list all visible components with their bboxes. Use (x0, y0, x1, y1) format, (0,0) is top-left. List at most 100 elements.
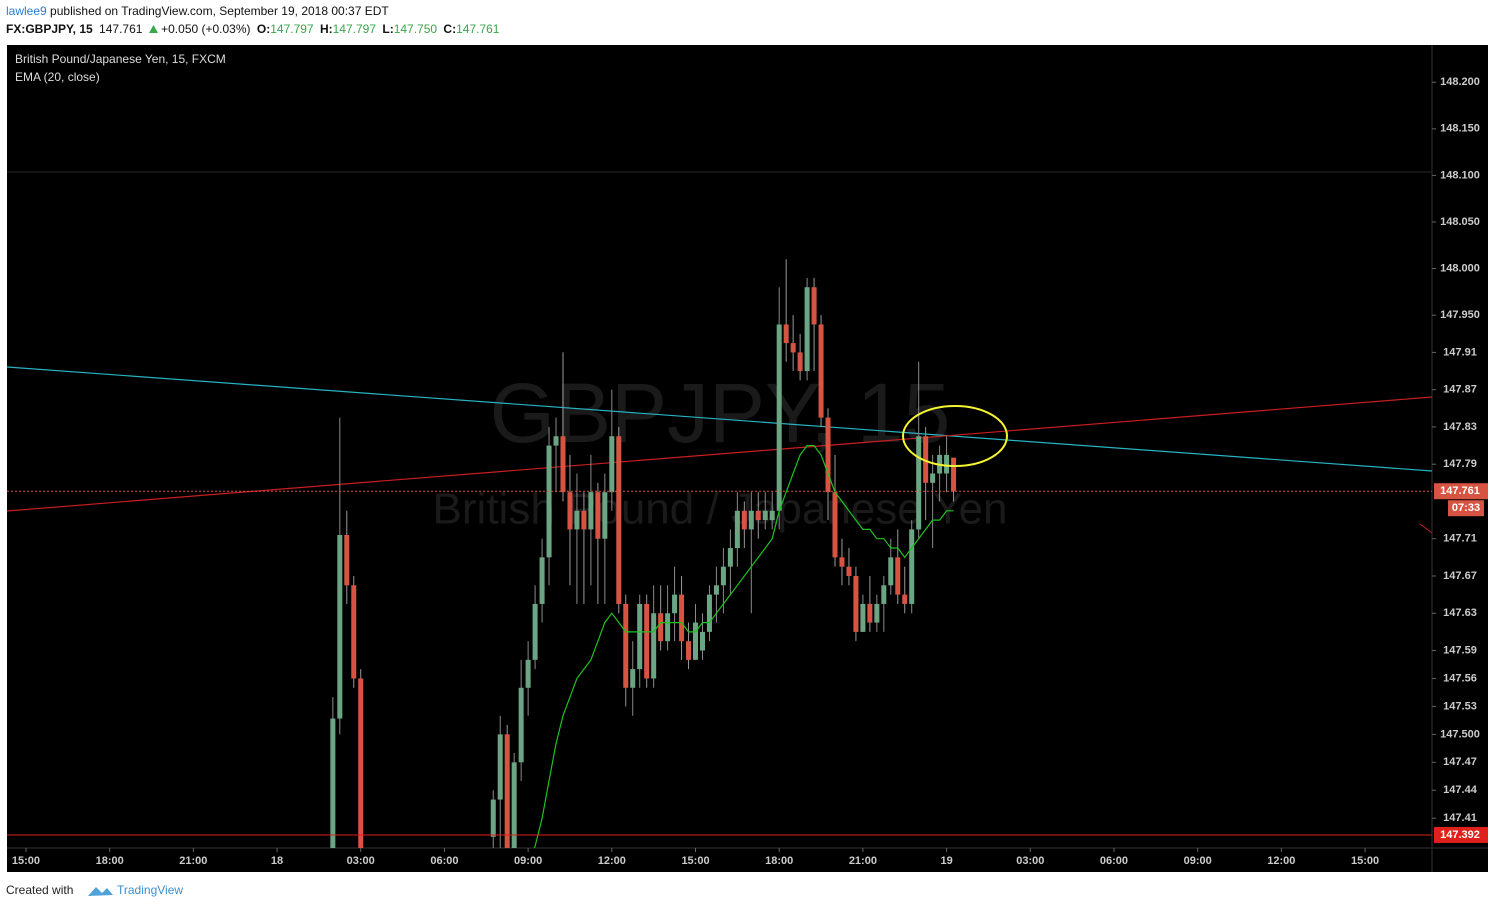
watermark-symbol: GBPJPY, 15 (490, 366, 951, 460)
candle-body (497, 734, 503, 800)
x-tick-label: 12:00 (1267, 855, 1295, 867)
y-tick-label: 148.150 (1440, 123, 1480, 135)
candle-body (811, 287, 817, 325)
ema-line (533, 445, 954, 848)
y-tick-label: 147.53 (1443, 700, 1477, 712)
publish-line: lawlee9 published on TradingView.com, Se… (6, 4, 392, 18)
candle-body (804, 287, 810, 372)
y-tick-label: 147.63 (1443, 607, 1477, 619)
trend-line (7, 366, 1432, 472)
candle-body (651, 613, 657, 679)
footer: Created with TradingView (6, 883, 183, 897)
logo-icon (88, 887, 113, 896)
candle-body (351, 585, 357, 679)
candle-body (888, 557, 894, 586)
low-label: L: (382, 22, 394, 36)
footer-brand[interactable]: TradingView (117, 883, 183, 897)
x-tick-label: 19 (940, 855, 952, 867)
x-tick-label: 09:00 (514, 855, 542, 867)
candle-body (658, 613, 664, 642)
candle-body (867, 603, 873, 623)
candle-body (902, 594, 908, 604)
candle-body (686, 641, 692, 660)
candle-body (588, 492, 594, 530)
x-tick-label: 06:00 (430, 855, 458, 867)
candle-body (909, 529, 915, 604)
symbol-line: FX:GBPJPY, 15 147.761 +0.050 (+0.03%) O:… (6, 22, 502, 36)
y-tick-label: 147.44 (1443, 784, 1478, 796)
candle-body (358, 678, 364, 848)
x-tick-label: 06:00 (1100, 855, 1128, 867)
candle-body (637, 603, 643, 670)
y-tick-label: 147.67 (1443, 570, 1477, 582)
x-tick-label: 21:00 (849, 855, 877, 867)
countdown-label: 07:33 (1452, 502, 1480, 514)
candle-body (567, 492, 573, 530)
candle-body (951, 457, 957, 492)
candle-body (818, 324, 824, 418)
candle-body (518, 687, 524, 763)
highlight-ellipse (902, 405, 1008, 467)
symbol: FX:GBPJPY, 15 (6, 22, 93, 36)
y-tick-label: 148.000 (1440, 262, 1480, 274)
candle-body (930, 473, 936, 483)
footer-text: Created with (6, 883, 73, 897)
x-tick-label: 03:00 (1016, 855, 1044, 867)
candle-body (755, 510, 761, 521)
y-tick-label: 147.500 (1440, 728, 1480, 740)
y-tick-label: 148.050 (1440, 216, 1480, 228)
candle-body (602, 492, 608, 539)
candle-body (762, 510, 768, 521)
candle-body (916, 436, 922, 530)
x-tick-label: 18:00 (765, 855, 793, 867)
candle-body (609, 436, 615, 493)
y-tick-label: 147.41 (1443, 812, 1477, 824)
x-tick-label: 21:00 (179, 855, 207, 867)
low-value: 147.750 (393, 22, 438, 36)
candle-body (874, 603, 880, 623)
candle-body (699, 631, 705, 651)
candle-body (504, 734, 510, 848)
candle-body (832, 492, 838, 558)
open-value: 147.797 (270, 22, 314, 36)
close-value: 147.761 (456, 22, 500, 36)
candle-body (679, 594, 685, 642)
candle-body (895, 557, 901, 595)
candle-body (560, 436, 566, 493)
trend-line (7, 396, 1432, 512)
y-tick-label: 147.71 (1443, 533, 1477, 545)
candle-body (330, 718, 336, 848)
candle-body (623, 603, 629, 688)
candle-body (644, 603, 650, 679)
open-label: O: (256, 22, 271, 36)
y-tick-label: 148.200 (1440, 76, 1480, 88)
candle-body (525, 659, 531, 688)
candle-body (539, 557, 545, 604)
candle-body (853, 575, 859, 632)
y-tick-label: 147.59 (1443, 644, 1477, 656)
user-link[interactable]: lawlee9 (6, 4, 47, 18)
candle-body (546, 445, 552, 558)
candle-body (665, 613, 671, 642)
candle-body (839, 557, 845, 567)
candle-body (337, 534, 343, 719)
y-tick-label: 147.56 (1443, 672, 1477, 684)
up-arrow (148, 25, 158, 33)
trend-line (1419, 523, 1433, 534)
candle-body (630, 669, 636, 688)
candle-body (790, 343, 796, 353)
candle-body (727, 548, 733, 567)
y-tick-label: 147.47 (1443, 756, 1477, 768)
plot (7, 259, 1432, 848)
candle-body (706, 594, 712, 632)
chart-background (7, 45, 1488, 872)
watermark: GBPJPY, 15 British Pound / Japanese Yen (433, 366, 1008, 533)
candle-body (825, 417, 831, 493)
candle-body (574, 510, 580, 530)
last-price: 147.761 (99, 22, 143, 36)
watermark-description: British Pound / Japanese Yen (433, 485, 1008, 534)
x-tick-label: 09:00 (1184, 855, 1212, 867)
candle-body (846, 566, 852, 576)
candle-body (672, 594, 678, 614)
